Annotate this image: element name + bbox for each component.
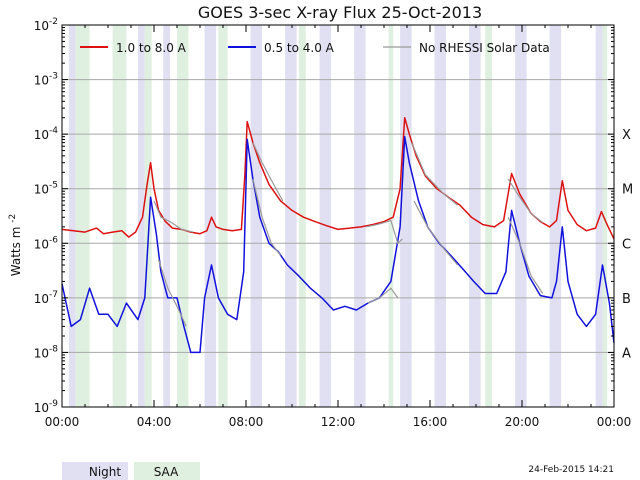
series-2-segment-8 [413, 200, 459, 266]
legend-label-2: No RHESSI Solar Data [419, 41, 550, 55]
legend: 1.0 to 8.0 A 0.5 to 4.0 A No RHESSI Solar … [80, 41, 550, 55]
saa-band-1 [112, 25, 127, 407]
data-series [61, 116, 615, 354]
saa-band-2 [144, 25, 152, 407]
night-band-3 [204, 25, 217, 407]
saa-band-8 [602, 25, 608, 407]
x-tick-label-2: 08:00 [229, 415, 264, 429]
saa-legend-swatch [134, 462, 200, 480]
y-tick-label-exp-5: -4 [49, 126, 58, 136]
night-band-1 [137, 25, 145, 407]
y-tick-label-4: 10-5 [34, 181, 58, 197]
night-band-13 [595, 25, 603, 407]
x-tick-label-3: 12:00 [321, 415, 356, 429]
night-band-5 [285, 25, 297, 407]
y-tick-label-6: 10-3 [34, 72, 58, 88]
x-tick-label-4: 16:00 [413, 415, 448, 429]
y-tick-label-exp-7: -2 [49, 17, 58, 27]
night-band-8 [400, 25, 412, 407]
y-axis-label: Watts m -2 [8, 214, 23, 276]
y-tick-label-base-7: 10 [34, 19, 49, 33]
saa-band-7 [485, 25, 493, 407]
saa-band-6 [388, 25, 394, 407]
night-band-11 [515, 25, 527, 407]
night-band-9 [434, 25, 447, 407]
y-tick-label-exp-1: -8 [49, 344, 58, 354]
saa-band-0 [75, 25, 90, 407]
series-2-segment-3 [411, 142, 458, 206]
axes: 10-910-810-710-610-510-410-310-2ABCMX00:… [34, 17, 633, 429]
y-tick-label-base-5: 10 [34, 128, 49, 142]
saa-legend-label: SAA [154, 465, 179, 479]
legend-label-1: 0.5 to 4.0 A [264, 41, 335, 55]
series-2-segment-9 [507, 216, 544, 294]
y-tick-label-exp-0: -9 [49, 399, 58, 409]
series-2-segment-2 [365, 219, 403, 245]
night-legend-label: Night [89, 465, 122, 479]
night-band-0 [68, 25, 76, 407]
y-tick-label-2: 10-7 [34, 290, 58, 306]
y-tick-label-base-4: 10 [34, 183, 49, 197]
flare-class-label-M: M [622, 183, 633, 198]
legend-label-0: 1.0 to 8.0 A [116, 41, 187, 55]
series-2-segment-6 [252, 178, 281, 256]
y-tick-label-0: 10-9 [34, 399, 59, 415]
night-legend-swatch [62, 462, 128, 480]
saa-band-4 [218, 25, 228, 407]
y-tick-label-5: 10-4 [34, 126, 59, 142]
timestamp: 24-Feb-2015 14:21 [528, 465, 614, 475]
x-tick-label-1: 04:00 [137, 415, 172, 429]
y-tick-label-base-6: 10 [34, 74, 49, 88]
flare-class-label-B: B [622, 292, 631, 307]
y-tick-label-7: 10-2 [34, 17, 58, 33]
x-tick-label-0: 00:00 [45, 415, 80, 429]
y-tick-label-base-0: 10 [34, 401, 49, 415]
y-axis-label-text: Watts m [9, 227, 23, 277]
night-band-7 [354, 25, 366, 407]
series-2-segment-1 [252, 142, 284, 202]
y-tick-label-3: 10-6 [34, 235, 59, 251]
series-2-segment-5 [158, 259, 187, 327]
night-band-2 [163, 25, 171, 407]
series-2-segment-7 [367, 287, 399, 304]
night-band-10 [469, 25, 481, 407]
y-tick-label-base-3: 10 [34, 237, 49, 251]
y-tick-label-1: 10-8 [34, 344, 59, 360]
x-tick-label-6: 00:00 [597, 415, 632, 429]
shaded-bands [68, 25, 608, 407]
y-tick-label-exp-2: -7 [49, 290, 58, 300]
y-tick-label-base-1: 10 [34, 346, 49, 360]
saa-band-3 [177, 25, 189, 407]
night-band-6 [319, 25, 332, 407]
series-line-1 [61, 135, 615, 354]
y-tick-label-exp-4: -5 [49, 181, 58, 191]
flare-class-label-C: C [622, 237, 631, 252]
x-tick-label-5: 20:00 [505, 415, 540, 429]
y-axis-label-exponent: -2 [8, 214, 18, 223]
series-2-segment-4 [507, 178, 544, 223]
y-tick-label-exp-6: -3 [49, 72, 58, 82]
series-2-segment-0 [153, 200, 194, 233]
y-tick-label-base-2: 10 [34, 292, 49, 306]
chart-title: GOES 3-sec X-ray Flux 25-Oct-2013 [198, 3, 482, 22]
flare-class-label-A: A [622, 346, 631, 361]
y-tick-label-exp-3: -6 [49, 235, 58, 245]
night-band-4 [250, 25, 263, 407]
flare-class-label-X: X [622, 128, 631, 143]
night-band-12 [549, 25, 562, 407]
footer: Night SAA 24-Feb-2015 14:21 [62, 462, 614, 480]
